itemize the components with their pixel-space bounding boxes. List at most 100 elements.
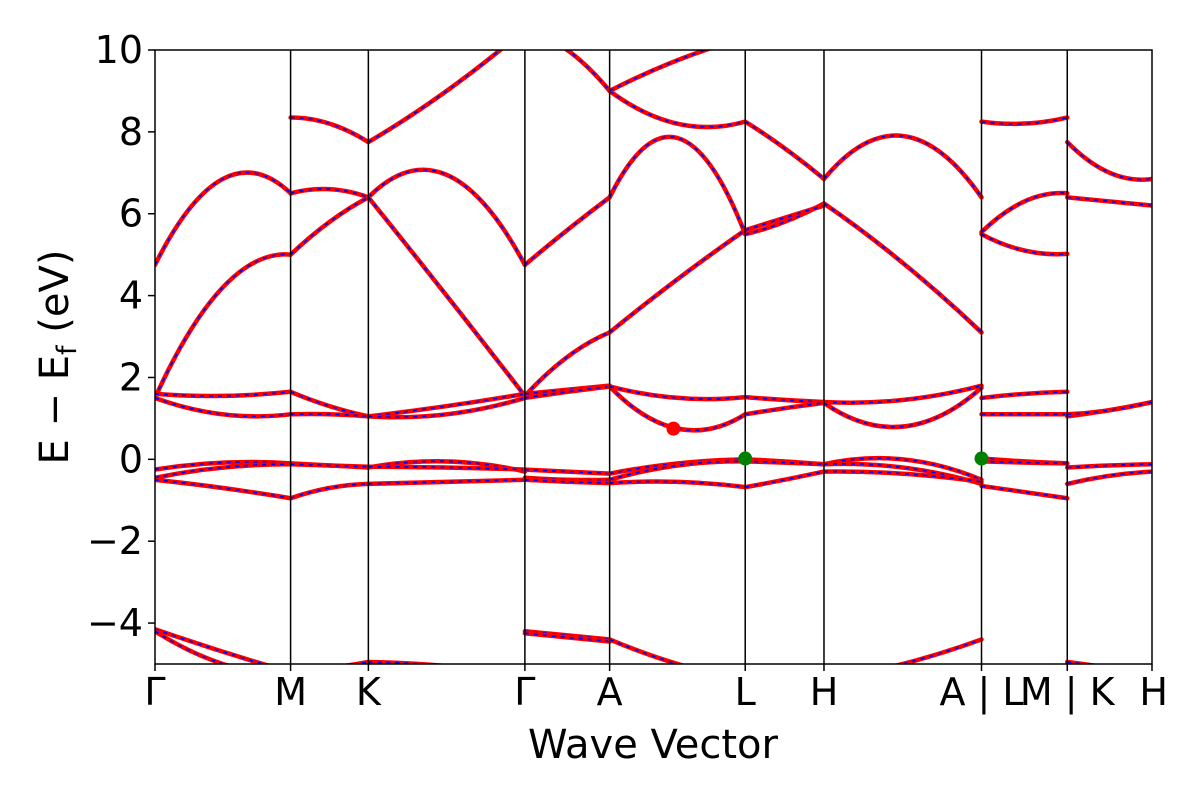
band-seg6-b2-overlay [823,384,982,404]
band-seg5-b4-overlay [745,401,825,416]
band-seg3-b0 [563,50,612,94]
band-seg4-b8-overlay [609,480,746,489]
band-seg8-b5 [1065,469,1152,487]
band-seg6-b3-overlay [823,387,983,428]
band-seg4-b0 [607,88,748,130]
band-seg4-b4-overlay [608,385,746,432]
band-seg0-b0 [155,170,293,268]
plot-frame [154,49,1153,665]
x-axis-label: Wave Vector [528,722,779,768]
band-seg3-b5 [522,467,612,476]
band-seg3-b4 [522,384,612,401]
x-tick-label-3: Γ [514,670,535,714]
band-seg6-b6-overlay [823,470,982,483]
band-seg3-b7 [522,477,612,486]
band-seg1-b1-overlay [290,188,369,199]
x-tick-label-4: A [597,670,623,714]
band-seg5-b6-overlay [745,460,825,466]
band-seg8-b1 [1065,195,1152,208]
band-seg7-b6 [979,459,1070,466]
band-seg3-b2-overlay [524,331,610,397]
band-seg8-b6 [1065,659,1099,664]
band-seg1-b7-overlay [290,482,369,500]
band-seg1-b2-overlay [289,196,369,256]
band-seg4-b7 [607,459,748,483]
band-seg7-b2-overlay [981,233,1068,256]
band-seg2-b1 [366,167,528,268]
band-seg4-b3-overlay [609,229,746,334]
y-tick-label-7: 10 [95,28,143,72]
band-seg2-b6-overlay [368,465,525,471]
band-seg0-b2-overlay [155,390,291,397]
marker-1 [738,451,753,466]
band-seg4-b1 [607,50,713,94]
band-seg7-b3 [979,389,1070,401]
band-seg6-b0-overlay [823,134,983,198]
band-seg6-b2 [821,383,984,405]
marker-0 [666,421,681,436]
band-seg2-b0 [366,50,504,145]
band-seg4-b5 [607,384,748,402]
band-seg8-b0 [1065,139,1152,182]
x-tick-label-8: M | K [1020,670,1116,715]
band-seg7-b1 [979,190,1070,235]
band-seg4-b0-overlay [609,90,746,128]
band-seg2-b8-overlay [368,661,433,664]
marker-2 [974,451,989,466]
band-seg1-b0 [288,115,371,145]
x-tick-label-0: Γ [144,670,165,714]
band-seg0-b3 [155,395,293,419]
band-seg1-b7 [288,481,371,501]
y-tick-label-5: 6 [119,192,143,236]
band-seg0-b6 [155,477,293,501]
band-seg5-b0-overlay [744,120,825,180]
band-seg2-b2 [366,195,528,399]
band-seg2-b6 [366,464,528,472]
y-tick-label-0: −4 [87,601,143,645]
band-seg8-b4 [1065,461,1152,470]
band-seg6-b3 [821,385,984,430]
band-seg4-b2 [607,134,748,237]
band-seg2-b0-overlay [367,50,502,143]
extrema-markers [666,421,989,466]
band-seg1-b8 [342,659,371,664]
x-tick-label-9: H [1139,670,1168,714]
x-tick-label-1: M [274,670,307,714]
band-seg3-b1-overlay [524,196,611,266]
band-seg3-b9 [522,631,612,644]
band-seg5-b3-overlay [745,396,825,403]
kpoint-lines [289,50,1069,664]
x-tick-label-7: A | L [939,670,1023,715]
band-seg2-b7-overlay [368,478,525,485]
band-seg6-b4-overlay [823,457,982,481]
band-seg0-b1-overlay [155,253,291,399]
band-seg0-b0-overlay [155,171,292,266]
x-tick-label-6: H [810,670,839,714]
y-tick-label-3: 2 [119,355,143,399]
band-seg6-b5-overlay [823,462,982,485]
band-seg0-b5 [155,461,293,481]
band-seg1-b4-overlay [290,413,369,418]
band-seg1-b6-overlay [290,463,369,468]
y-tick-label-6: 8 [119,110,143,154]
band-seg2-b1-overlay [367,169,526,266]
band-seg7-b0 [979,115,1070,127]
band-seg2-b4-overlay [368,397,526,419]
y-axis-label-tail: (eV) [32,250,78,346]
y-axis-ticks: −4 −2 0 2 4 6 8 10 [87,28,155,645]
y-tick-label-4: 4 [119,274,143,318]
y-tick-label-1: −2 [87,519,143,563]
x-tick-label-2: K [356,670,382,714]
band-seg5-b2-overlay [744,204,825,231]
band-seg5-b7-overlay [745,470,825,489]
band-seg6-b0 [821,133,984,200]
band-seg0-b7 [155,626,271,664]
y-axis-label-sub: f [52,344,83,355]
band-seg7-b7 [979,483,1070,501]
y-axis-label: E − Ef (eV) [32,250,83,465]
band-seg2-b7 [366,477,528,487]
y-tick-label-2: 0 [119,437,143,481]
band-seg6-b1 [821,201,984,335]
band-seg1-b0-overlay [290,116,369,143]
